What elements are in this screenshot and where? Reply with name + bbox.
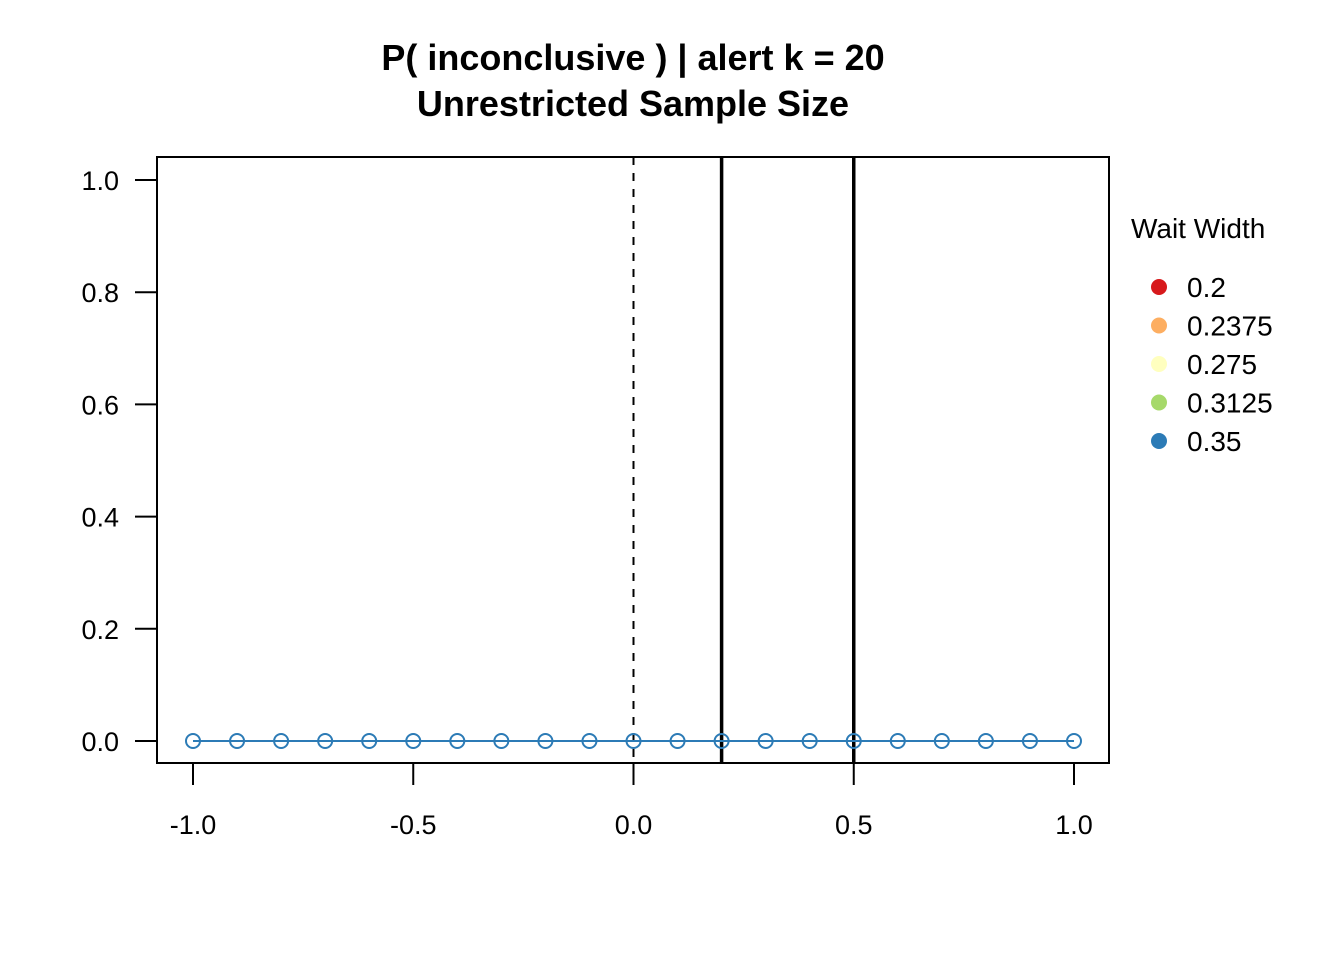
legend-swatch [1151,433,1167,449]
x-tick-label: -0.5 [390,810,437,840]
legend-label: 0.3125 [1187,388,1273,419]
data-point [977,733,994,749]
data-point [537,733,554,749]
data-point [801,733,818,749]
axes: -1.0 -0.5 0.0 0.5 1.0 0.0 0.2 0.4 0.6 0.8 1.0 [81,166,1092,840]
y-tick-label: 0.0 [81,727,119,757]
data-point [713,733,730,749]
y-tick-label: 0.8 [81,278,119,308]
chart-title: P( inconclusive ) | alert k = 20 [381,37,884,79]
data-point [581,733,598,749]
data-point [317,733,334,749]
data-point [405,733,422,749]
plot-area [185,157,1082,763]
data-point [669,733,686,749]
data-point [889,733,906,749]
legend-swatch [1151,394,1167,411]
y-tick-label: 0.4 [81,503,119,533]
data-point [229,733,246,749]
legend-label: 0.275 [1187,349,1257,380]
y-tick-label: 0.2 [81,615,119,645]
data-point [933,733,950,749]
legend-title: Wait Width [1131,213,1265,244]
legend-swatch [1151,356,1167,372]
data-point [757,733,774,749]
data-point [1021,733,1038,749]
legend-swatch [1151,279,1167,295]
data-point [185,733,201,749]
data-point [449,733,466,749]
legend-label: 0.2 [1187,272,1226,303]
data-point [493,733,510,749]
y-tick-label: 0.6 [81,390,119,420]
x-tick-label: -1.0 [170,810,217,840]
y-tick-label: 1.0 [81,166,119,196]
legend-label: 0.2375 [1187,311,1273,342]
data-point [273,733,290,749]
data-point [625,733,642,749]
data-point [1066,733,1082,749]
x-tick-label: 1.0 [1055,810,1093,840]
data-point [845,733,862,749]
data-point [361,733,378,749]
chart-subtitle: Unrestricted Sample Size [417,83,849,124]
x-tick-label: 0.0 [615,810,653,840]
legend: Wait Width 0.2 0.2375 0.275 0.3125 0.35 [1131,213,1273,457]
legend-swatch [1151,317,1167,334]
x-tick-label: 0.5 [835,810,873,840]
legend-label: 0.35 [1187,426,1242,457]
